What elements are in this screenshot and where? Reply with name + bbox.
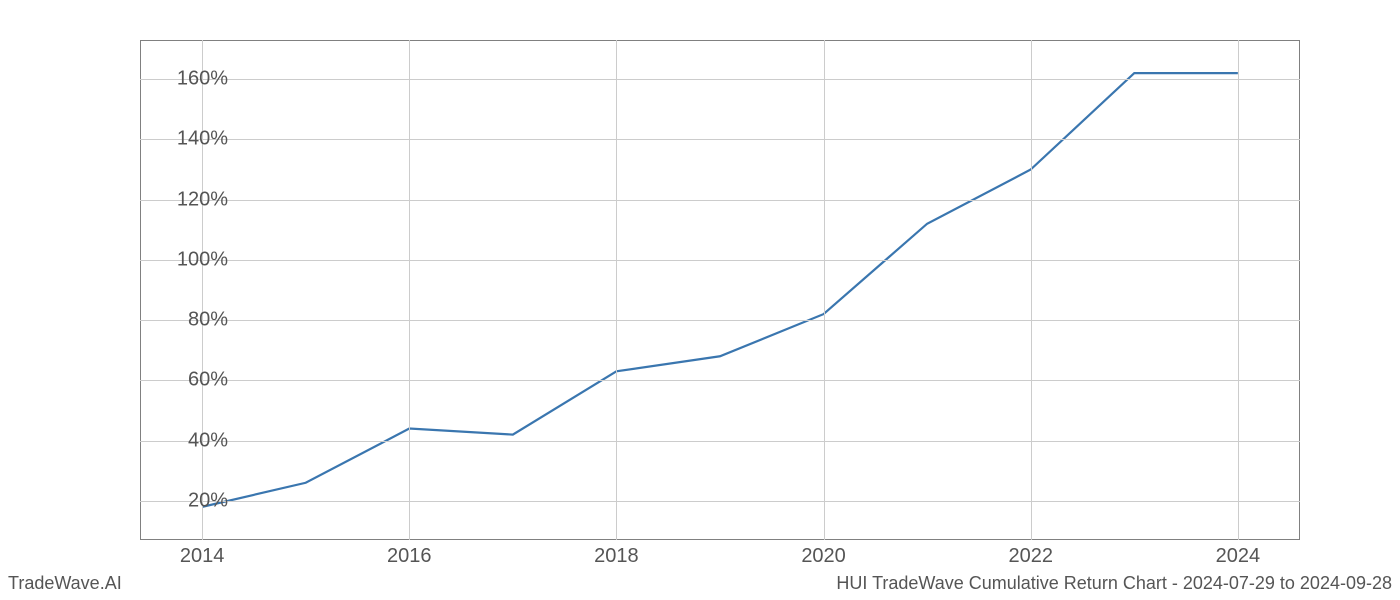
- y-tick-label: 80%: [188, 309, 228, 332]
- x-tick-label: 2020: [801, 545, 846, 568]
- grid-line-horizontal: [140, 200, 1300, 201]
- grid-line-vertical: [1031, 40, 1032, 540]
- y-tick-label: 140%: [177, 128, 228, 151]
- grid-line-horizontal: [140, 501, 1300, 502]
- grid-line-vertical: [409, 40, 410, 540]
- y-tick-label: 100%: [177, 248, 228, 271]
- grid-line-horizontal: [140, 380, 1300, 381]
- x-tick-label: 2024: [1216, 545, 1261, 568]
- footer-left-label: TradeWave.AI: [8, 573, 122, 594]
- grid-line-horizontal: [140, 320, 1300, 321]
- y-tick-label: 20%: [188, 489, 228, 512]
- grid-line-horizontal: [140, 441, 1300, 442]
- y-tick-label: 40%: [188, 429, 228, 452]
- footer-right-label: HUI TradeWave Cumulative Return Chart - …: [836, 573, 1392, 594]
- x-tick-label: 2018: [594, 545, 639, 568]
- grid-line-horizontal: [140, 139, 1300, 140]
- grid-line-vertical: [616, 40, 617, 540]
- chart-plot-area: [140, 40, 1300, 540]
- y-tick-label: 60%: [188, 369, 228, 392]
- line-series: [140, 40, 1300, 540]
- grid-line-horizontal: [140, 260, 1300, 261]
- x-tick-label: 2022: [1008, 545, 1053, 568]
- y-tick-label: 160%: [177, 68, 228, 91]
- grid-line-vertical: [202, 40, 203, 540]
- x-tick-label: 2016: [387, 545, 432, 568]
- grid-line-vertical: [824, 40, 825, 540]
- grid-line-vertical: [1238, 40, 1239, 540]
- x-tick-label: 2014: [180, 545, 225, 568]
- grid-line-horizontal: [140, 79, 1300, 80]
- y-tick-label: 120%: [177, 188, 228, 211]
